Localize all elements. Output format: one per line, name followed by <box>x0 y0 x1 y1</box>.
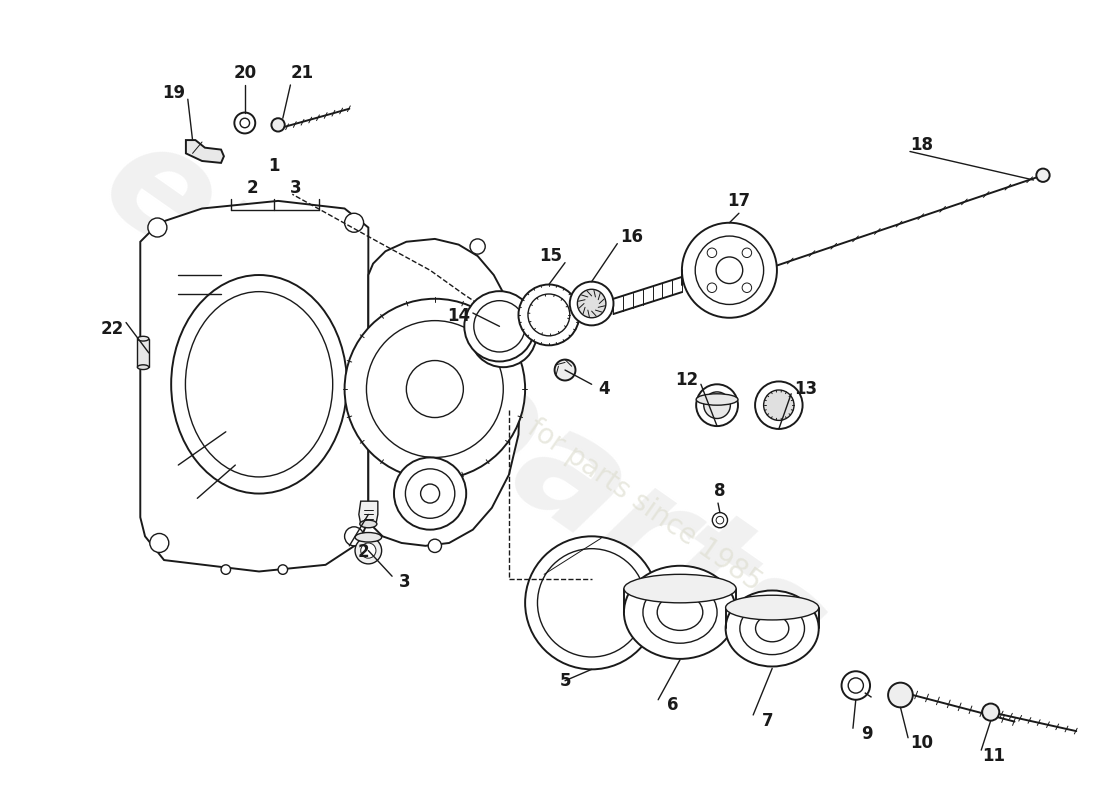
Circle shape <box>355 538 382 564</box>
Polygon shape <box>368 239 520 546</box>
Circle shape <box>344 214 364 232</box>
Circle shape <box>474 301 525 352</box>
Circle shape <box>1036 169 1049 182</box>
Polygon shape <box>186 140 224 163</box>
Circle shape <box>420 484 440 503</box>
Ellipse shape <box>624 566 736 659</box>
Text: a passion for parts since 1985: a passion for parts since 1985 <box>407 334 767 597</box>
Text: 3: 3 <box>398 573 410 591</box>
Text: 21: 21 <box>290 64 314 82</box>
Circle shape <box>464 291 535 362</box>
Ellipse shape <box>355 533 382 542</box>
Circle shape <box>755 382 803 429</box>
Text: 4: 4 <box>598 380 609 398</box>
Text: 1: 1 <box>268 157 280 174</box>
Circle shape <box>554 359 575 381</box>
Ellipse shape <box>138 365 148 370</box>
Circle shape <box>713 513 727 528</box>
Ellipse shape <box>696 394 738 405</box>
Circle shape <box>344 298 525 479</box>
Circle shape <box>578 290 606 318</box>
Circle shape <box>361 543 376 558</box>
Circle shape <box>682 222 777 318</box>
Circle shape <box>570 282 614 326</box>
Circle shape <box>482 312 525 356</box>
Ellipse shape <box>172 275 346 494</box>
Polygon shape <box>359 501 377 524</box>
Circle shape <box>272 118 285 131</box>
Circle shape <box>742 248 751 258</box>
Circle shape <box>982 703 999 721</box>
Circle shape <box>406 469 454 518</box>
Text: 19: 19 <box>162 83 185 102</box>
Text: europarts: europarts <box>75 105 852 711</box>
Circle shape <box>704 392 730 418</box>
Text: 20: 20 <box>233 64 256 82</box>
Text: 9: 9 <box>861 725 873 743</box>
Circle shape <box>525 536 658 670</box>
Circle shape <box>695 236 763 305</box>
Text: 2: 2 <box>358 543 370 562</box>
Ellipse shape <box>138 336 148 341</box>
Circle shape <box>221 565 231 574</box>
Polygon shape <box>141 201 368 571</box>
Circle shape <box>428 539 441 553</box>
Circle shape <box>842 671 870 700</box>
Circle shape <box>888 682 913 707</box>
Circle shape <box>406 361 463 418</box>
Circle shape <box>394 458 466 530</box>
Ellipse shape <box>726 590 818 666</box>
Circle shape <box>470 239 485 254</box>
Ellipse shape <box>726 595 818 620</box>
Circle shape <box>696 384 738 426</box>
Circle shape <box>344 527 364 546</box>
Text: 8: 8 <box>714 482 726 500</box>
Circle shape <box>528 294 570 336</box>
Ellipse shape <box>624 574 736 603</box>
Text: 12: 12 <box>675 370 698 389</box>
Circle shape <box>240 118 250 128</box>
Ellipse shape <box>756 615 789 642</box>
Circle shape <box>150 534 168 553</box>
Ellipse shape <box>740 602 804 654</box>
Ellipse shape <box>360 520 377 528</box>
Circle shape <box>707 283 717 293</box>
Text: 10: 10 <box>910 734 933 753</box>
Circle shape <box>470 301 537 367</box>
Text: 6: 6 <box>667 697 679 714</box>
Text: 13: 13 <box>794 380 817 398</box>
Text: 22: 22 <box>100 320 123 338</box>
Circle shape <box>848 678 864 693</box>
Text: 5: 5 <box>559 672 571 690</box>
Text: 18: 18 <box>910 136 933 154</box>
Text: 17: 17 <box>727 192 750 210</box>
Circle shape <box>366 321 504 458</box>
Circle shape <box>716 257 742 283</box>
Polygon shape <box>138 338 148 367</box>
Ellipse shape <box>642 582 717 643</box>
Text: 15: 15 <box>539 247 562 265</box>
Text: 7: 7 <box>761 712 773 730</box>
Ellipse shape <box>186 292 332 477</box>
Circle shape <box>742 283 751 293</box>
Circle shape <box>278 565 287 574</box>
Circle shape <box>147 218 167 237</box>
Text: 3: 3 <box>290 178 301 197</box>
Circle shape <box>716 516 724 524</box>
Circle shape <box>538 549 646 657</box>
Text: 14: 14 <box>447 307 470 325</box>
Text: 16: 16 <box>620 228 644 246</box>
Circle shape <box>518 285 580 346</box>
Text: 11: 11 <box>982 747 1005 765</box>
Circle shape <box>707 248 717 258</box>
Text: 2: 2 <box>246 178 258 197</box>
Circle shape <box>763 390 794 420</box>
Circle shape <box>234 113 255 134</box>
Ellipse shape <box>657 594 703 630</box>
